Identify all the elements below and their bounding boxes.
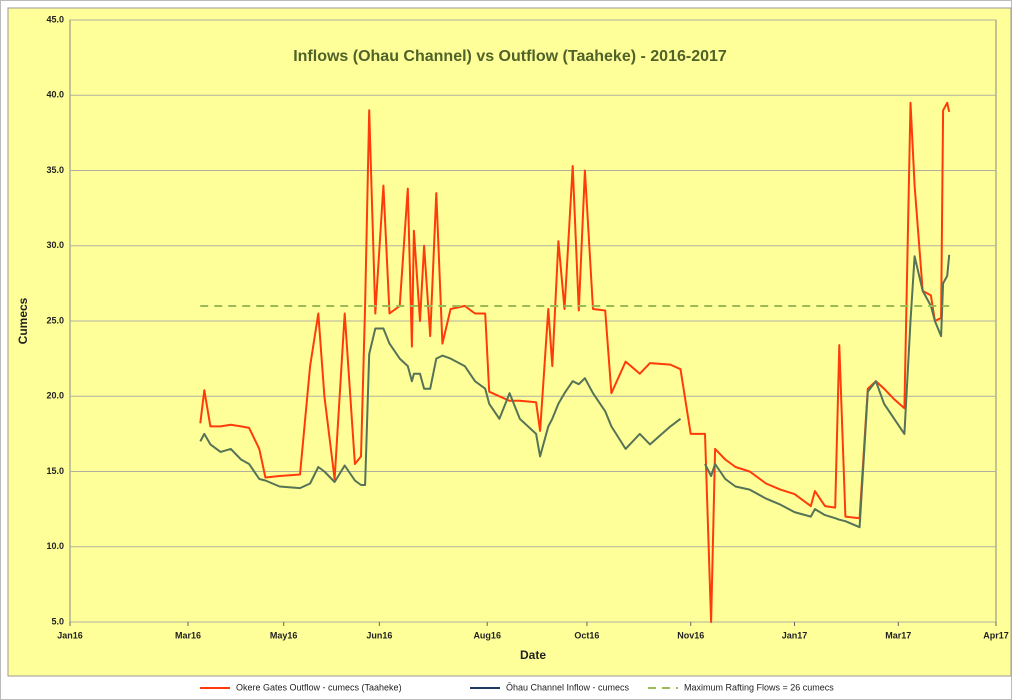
legend-label: Okere Gates Outflow - cumecs (Taaheke) (236, 682, 402, 692)
x-tick-label: Apr17 (983, 630, 1009, 640)
x-tick-label: Jan16 (57, 630, 83, 640)
y-tick-label: 20.0 (46, 391, 64, 401)
x-tick-label: Jan17 (782, 630, 808, 640)
x-axis-label: Date (520, 648, 546, 662)
x-tick-label: Mar17 (885, 630, 911, 640)
y-tick-label: 30.0 (46, 240, 64, 250)
legend-label: Ōhau Channel Inflow - cumecs (506, 682, 630, 692)
x-tick-label: Oct16 (574, 630, 599, 640)
y-tick-label: 5.0 (51, 616, 64, 626)
x-tick-label: Jun16 (366, 630, 392, 640)
y-tick-label: 10.0 (46, 541, 64, 551)
legend-label: Maximum Rafting Flows = 26 cumecs (684, 682, 834, 692)
chart-area (7, 7, 1012, 677)
y-tick-label: 25.0 (46, 315, 64, 325)
x-tick-label: Aug16 (473, 630, 501, 640)
y-tick-label: 35.0 (46, 165, 64, 175)
series-line (199, 101, 951, 623)
y-tick-label: 40.0 (46, 90, 64, 100)
chart-title: Inflows (Ohau Channel) vs Outflow (Taahe… (293, 48, 727, 65)
y-tick-label: 45.0 (46, 14, 64, 24)
y-axis-label: Cumecs (16, 297, 30, 344)
series-line (199, 254, 951, 529)
x-tick-label: Mar16 (175, 630, 201, 640)
y-tick-label: 15.0 (46, 466, 64, 476)
x-tick-label: May16 (270, 630, 298, 640)
x-tick-label: Nov16 (677, 630, 704, 640)
